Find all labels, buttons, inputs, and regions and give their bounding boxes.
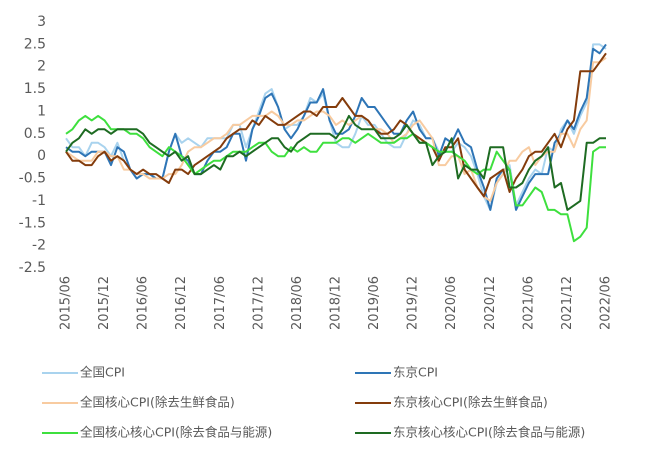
x-tick-label: 2015/12: [97, 276, 112, 330]
x-tick-label: 2020/12: [483, 276, 498, 330]
series-line: [65, 114, 606, 211]
x-tick-label: 2021/12: [560, 276, 575, 330]
y-tick-label: 1.5: [24, 81, 46, 97]
x-tick-label: 2015/06: [59, 276, 74, 330]
series-line: [65, 52, 607, 198]
x-tick-label: 2020/06: [444, 276, 459, 330]
x-tick-label: 2017/12: [251, 276, 266, 330]
series-line: [65, 56, 607, 202]
x-tick-label: 2021/06: [521, 276, 536, 330]
legend-label: 东京CPI: [393, 365, 438, 380]
legend-label: 全国CPI: [80, 365, 125, 380]
y-tick-label: -2.5: [19, 260, 46, 276]
legend-label: 全国核心核心CPI(除去食品与能源): [80, 425, 272, 440]
y-tick-label: 2.5: [24, 36, 46, 52]
x-tick-label: 2016/06: [136, 276, 151, 330]
y-tick-label: 3: [37, 14, 46, 30]
series-line: [65, 114, 606, 243]
y-tick-label: -0.5: [19, 171, 46, 187]
y-tick-label: -1: [32, 193, 46, 209]
x-tick-label: 2018/12: [329, 276, 344, 330]
y-tick-label: 1: [37, 103, 46, 119]
y-tick-label: 0.5: [24, 126, 46, 142]
y-tick-label: -2: [32, 238, 46, 254]
x-tick-label: 2019/06: [367, 276, 382, 330]
x-tick-label: 2022/06: [599, 276, 614, 330]
y-tick-label: 0: [37, 148, 46, 164]
series-line: [65, 43, 607, 211]
y-tick-label: -1.5: [19, 215, 46, 231]
legend-label: 东京核心核心CPI(除去食品与能源): [393, 425, 585, 440]
y-tick-label: 2: [37, 59, 46, 75]
x-tick-label: 2018/06: [290, 276, 305, 330]
x-tick-label: 2016/12: [174, 276, 189, 330]
x-tick-label: 2017/06: [213, 276, 228, 330]
x-tick-label: 2019/12: [406, 276, 421, 330]
legend-label: 东京核心CPI(除去生鲜食品): [393, 395, 548, 410]
legend-label: 全国核心CPI(除去生鲜食品): [80, 395, 235, 410]
